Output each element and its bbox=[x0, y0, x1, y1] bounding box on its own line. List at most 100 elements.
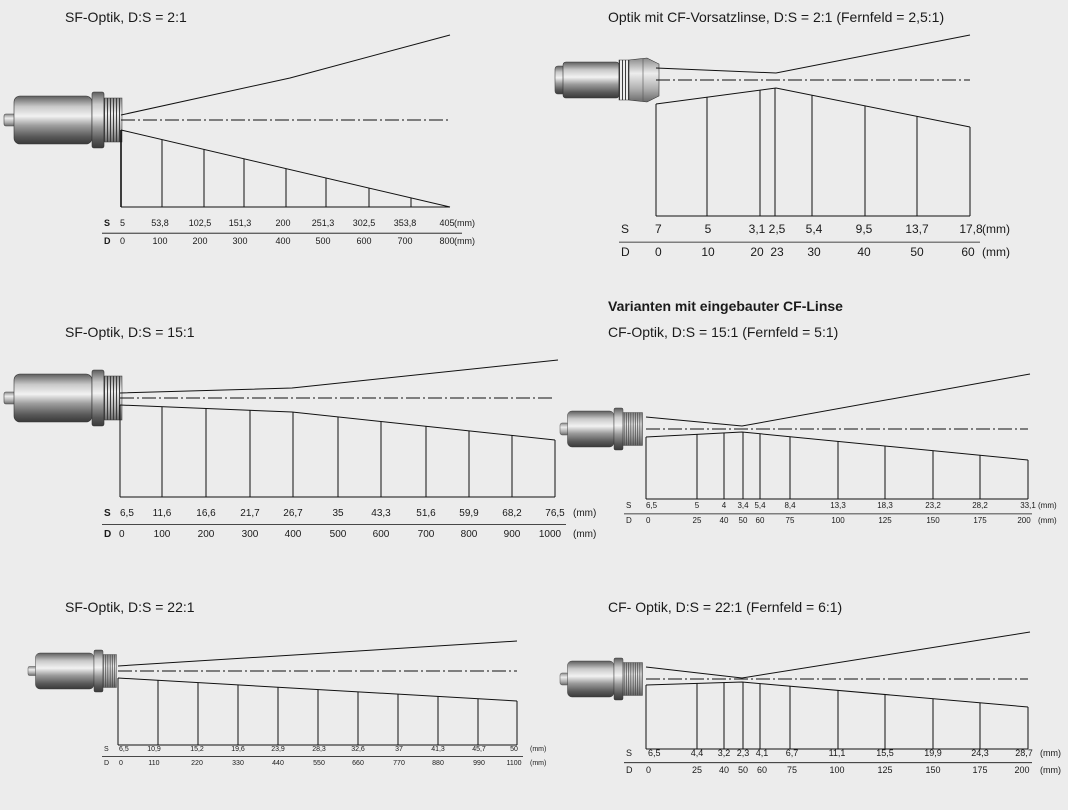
sensor-image bbox=[560, 658, 643, 700]
s-value: 50 bbox=[510, 746, 518, 753]
d-value: 0 bbox=[119, 760, 123, 767]
d-value: 60 bbox=[756, 516, 765, 525]
beam-lower-edge bbox=[656, 88, 970, 127]
d-value: 23 bbox=[770, 245, 784, 259]
s-value: 5 bbox=[695, 501, 700, 510]
d-value: 600 bbox=[356, 236, 371, 246]
s-value: 7 bbox=[655, 222, 662, 236]
d-value: 0 bbox=[646, 765, 651, 775]
beam-upper-edge bbox=[121, 35, 450, 115]
sensor-body bbox=[36, 653, 95, 689]
s-value: 17,8 bbox=[959, 222, 983, 236]
d-value: 40 bbox=[719, 765, 729, 775]
s-value: 5,4 bbox=[754, 501, 766, 510]
sensor-body bbox=[563, 62, 619, 98]
d-unit: (mm) bbox=[454, 236, 475, 246]
d-value: 150 bbox=[925, 765, 940, 775]
s-value: 18,3 bbox=[877, 501, 893, 510]
s-value: 15,2 bbox=[190, 746, 204, 753]
sensor-thread bbox=[619, 60, 629, 100]
s-value: 41,3 bbox=[431, 746, 445, 753]
s-value: 76,5 bbox=[545, 508, 565, 519]
d-unit: (mm) bbox=[982, 245, 1010, 259]
beam-upper-edge bbox=[118, 641, 517, 666]
d-value: 150 bbox=[926, 516, 940, 525]
s-row-label: S bbox=[104, 746, 109, 753]
s-value: 43,3 bbox=[371, 508, 391, 519]
d-value: 0 bbox=[655, 245, 662, 259]
s-row-label: S bbox=[621, 222, 629, 236]
d-value: 800 bbox=[461, 529, 478, 540]
d-value: 550 bbox=[313, 760, 325, 767]
s-value: 6,7 bbox=[786, 748, 799, 758]
d-value: 0 bbox=[120, 236, 125, 246]
s-row-label: S bbox=[104, 218, 110, 228]
s-value: 251,3 bbox=[312, 218, 335, 228]
d-value: 100 bbox=[154, 529, 171, 540]
s-unit: (mm) bbox=[530, 746, 546, 753]
s-unit: (mm) bbox=[982, 222, 1010, 236]
s-value: 5 bbox=[705, 222, 712, 236]
s-value: 102,5 bbox=[189, 218, 212, 228]
d-value: 400 bbox=[275, 236, 290, 246]
diagram-sf-22-1: SF-Optik, D:S = 22:1SD6,5 10,9 15,2 19,6 23,… bbox=[28, 599, 546, 767]
s-value: 5 bbox=[120, 218, 125, 228]
d-value: 700 bbox=[397, 236, 412, 246]
d-value: 110 bbox=[148, 760, 159, 767]
diagram-sf-15-1: SF-Optik, D:S = 15:1SD6,5 11,6 16,6 21,7 26,… bbox=[4, 324, 596, 540]
diagram-sf-2-1: SF-Optik, D:S = 2:1 SD5 53,8 102,5 151,3 200 2… bbox=[4, 9, 475, 246]
section-heading: Varianten mit eingebauter CF-Linse bbox=[608, 298, 843, 314]
d-value: 300 bbox=[242, 529, 259, 540]
s-value: 15,5 bbox=[876, 748, 894, 758]
s-value: 19,6 bbox=[231, 746, 245, 753]
sensor-body bbox=[14, 374, 92, 422]
d-value: 125 bbox=[877, 765, 892, 775]
diagram-title: SF-Optik, D:S = 22:1 bbox=[65, 599, 195, 615]
s-value: 32,6 bbox=[351, 746, 365, 753]
diagram-title: CF- Optik, D:S = 22:1 (Fernfeld = 6:1) bbox=[608, 599, 842, 615]
d-value: 40 bbox=[720, 516, 729, 525]
sensor-nut bbox=[614, 658, 623, 700]
d-value: 600 bbox=[373, 529, 390, 540]
s-value: 21,7 bbox=[240, 508, 260, 519]
s-value: 45,7 bbox=[472, 746, 486, 753]
d-value: 0 bbox=[119, 529, 125, 540]
sensor-image bbox=[4, 370, 122, 426]
d-value: 60 bbox=[757, 765, 767, 775]
d-row-label: D bbox=[621, 245, 630, 259]
s-value: 33,1 bbox=[1020, 501, 1036, 510]
beam-upper-edge bbox=[646, 374, 1030, 426]
d-value: 30 bbox=[807, 245, 821, 259]
d-value: 100 bbox=[831, 516, 845, 525]
d-value: 200 bbox=[198, 529, 215, 540]
s-unit: (mm) bbox=[1040, 748, 1061, 758]
sensor-image bbox=[560, 408, 643, 450]
s-value: 4,4 bbox=[691, 748, 704, 758]
d-unit: (mm) bbox=[573, 529, 596, 540]
s-value: 2,3 bbox=[737, 748, 750, 758]
d-value: 330 bbox=[232, 760, 244, 767]
s-value: 5,4 bbox=[806, 222, 823, 236]
s-value: 24,3 bbox=[971, 748, 989, 758]
d-value: 100 bbox=[152, 236, 167, 246]
s-value: 4,1 bbox=[756, 748, 769, 758]
s-value: 3,4 bbox=[737, 501, 749, 510]
s-value: 2,5 bbox=[769, 222, 786, 236]
sensor-nut bbox=[614, 408, 623, 450]
d-value: 990 bbox=[473, 760, 485, 767]
d-value: 440 bbox=[272, 760, 284, 767]
d-value: 400 bbox=[285, 529, 302, 540]
d-value: 50 bbox=[739, 516, 748, 525]
sensor-body bbox=[14, 96, 92, 144]
d-value: 500 bbox=[330, 529, 347, 540]
diagram-title: SF-Optik, D:S = 2:1 bbox=[65, 9, 187, 25]
s-value: 151,3 bbox=[229, 218, 252, 228]
d-value: 1000 bbox=[539, 529, 562, 540]
beam-upper-edge bbox=[120, 360, 558, 393]
d-value: 40 bbox=[857, 245, 871, 259]
d-value: 1100 bbox=[506, 760, 521, 767]
sensor-nut bbox=[92, 370, 104, 426]
s-value: 59,9 bbox=[459, 508, 479, 519]
